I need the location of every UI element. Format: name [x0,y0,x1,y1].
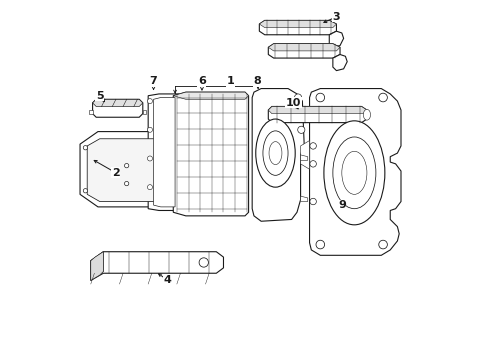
Text: 2: 2 [112,168,120,178]
Polygon shape [87,139,157,202]
Polygon shape [329,31,343,47]
Polygon shape [91,252,103,280]
Ellipse shape [310,198,317,205]
Ellipse shape [147,127,152,132]
Polygon shape [269,107,367,123]
Polygon shape [259,21,337,28]
Ellipse shape [379,240,388,249]
Ellipse shape [298,126,305,134]
Ellipse shape [379,93,388,102]
Polygon shape [300,140,310,169]
Ellipse shape [310,161,317,167]
Polygon shape [310,89,401,255]
Polygon shape [252,89,304,221]
Polygon shape [259,21,337,35]
Text: 5: 5 [96,91,103,101]
Ellipse shape [324,121,385,225]
Ellipse shape [310,143,317,149]
Polygon shape [300,155,308,160]
Text: 8: 8 [254,76,262,86]
Text: 6: 6 [198,76,206,86]
Polygon shape [91,252,103,280]
Ellipse shape [83,145,88,150]
Text: 7: 7 [149,76,157,86]
Text: 1: 1 [227,76,235,86]
Text: 3: 3 [333,12,340,22]
Polygon shape [148,94,179,211]
Polygon shape [143,110,147,114]
Polygon shape [173,92,248,216]
Polygon shape [91,252,223,280]
Polygon shape [269,107,367,114]
Ellipse shape [294,94,302,101]
Polygon shape [89,110,93,114]
Polygon shape [300,196,308,202]
Ellipse shape [256,119,295,187]
Polygon shape [93,99,143,117]
Ellipse shape [316,93,324,102]
Ellipse shape [333,137,376,209]
Ellipse shape [269,141,282,165]
Polygon shape [80,132,163,207]
Ellipse shape [199,258,208,267]
Polygon shape [333,54,347,71]
Text: 10: 10 [286,98,301,108]
Ellipse shape [147,99,152,104]
Text: 4: 4 [164,275,172,285]
Polygon shape [269,44,340,58]
Text: 9: 9 [338,200,346,210]
Ellipse shape [364,109,370,120]
Ellipse shape [342,151,367,194]
Ellipse shape [83,189,88,193]
Ellipse shape [316,240,324,249]
Polygon shape [269,44,340,51]
Ellipse shape [124,163,129,168]
Ellipse shape [147,156,152,161]
Polygon shape [153,98,175,207]
Polygon shape [93,99,143,107]
Ellipse shape [124,181,129,186]
Ellipse shape [263,131,288,175]
Polygon shape [173,92,248,99]
Ellipse shape [147,185,152,190]
